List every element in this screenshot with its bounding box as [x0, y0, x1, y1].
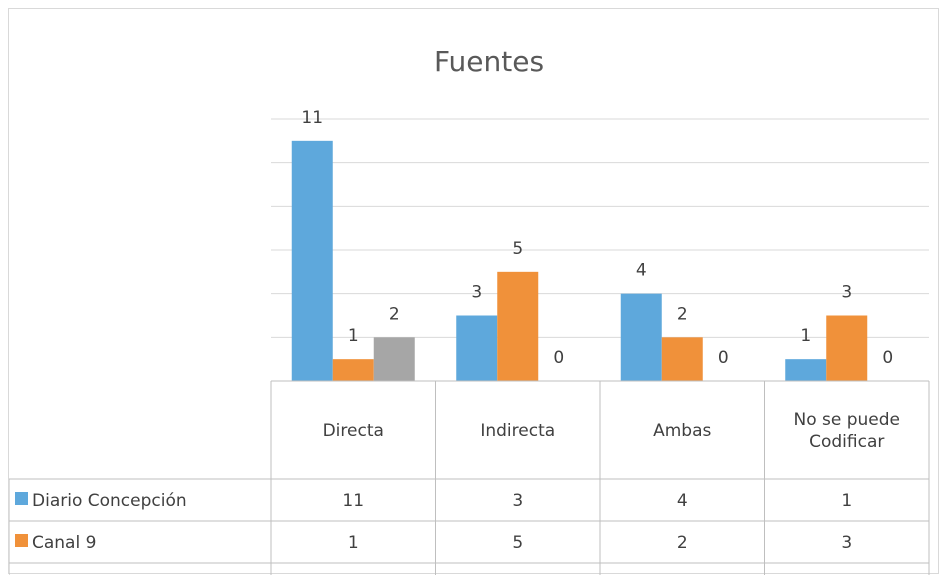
data-label: 2: [677, 304, 688, 324]
bar-canal-9: [497, 271, 539, 381]
table-cell: 1: [348, 533, 359, 553]
legend-key: [15, 492, 28, 505]
table-cell: 1: [841, 491, 852, 511]
bar-diario-concepci-n: [291, 140, 333, 381]
bar-diario-concepci-n: [785, 359, 827, 381]
bars: [291, 140, 868, 381]
data-label: 5: [512, 239, 523, 259]
series-name: Canal 9: [32, 533, 96, 553]
table-cell: 11: [342, 491, 364, 511]
data-table: Directa Indirecta Ambas No se puedeCodifica…: [8, 380, 930, 580]
table-cell: 3: [841, 533, 852, 553]
bar-diario-concepci-n: [456, 315, 498, 381]
table-cell: 3: [512, 491, 523, 511]
chart-frame: Fuentes 11 1 2 3 5 0 4 2 0 1 3 0 Directa Indirecta Am…: [8, 8, 939, 580]
bar-canal-9: [332, 359, 374, 381]
bar-diario-concepci-n: [620, 293, 662, 381]
table-cell: 5: [512, 533, 523, 553]
data-label: 11: [301, 108, 323, 128]
bar-nacimentano-cl: [373, 337, 415, 381]
data-label: 0: [882, 348, 893, 368]
category-label: Indirecta: [480, 421, 555, 441]
data-label: 0: [553, 348, 564, 368]
category-label: Ambas: [653, 421, 711, 441]
data-label: 3: [841, 283, 852, 303]
legend-key: [15, 534, 28, 547]
data-label: 4: [636, 261, 647, 281]
series-name: Diario Concepción: [32, 491, 187, 511]
table-cell: 2: [677, 533, 688, 553]
gridlines: [271, 118, 929, 338]
category-label: Codificar: [809, 432, 884, 452]
chart-title: Fuentes: [434, 45, 544, 78]
bar-canal-9: [826, 315, 868, 381]
category-label: No se puede: [793, 410, 900, 430]
table-cell: 4: [677, 491, 688, 511]
data-label: 3: [471, 283, 482, 303]
bar-canal-9: [661, 337, 703, 381]
data-label: 1: [800, 326, 811, 346]
data-label: 0: [718, 348, 729, 368]
data-label: 2: [389, 304, 400, 324]
category-label: Directa: [323, 421, 384, 441]
data-label: 1: [348, 326, 359, 346]
